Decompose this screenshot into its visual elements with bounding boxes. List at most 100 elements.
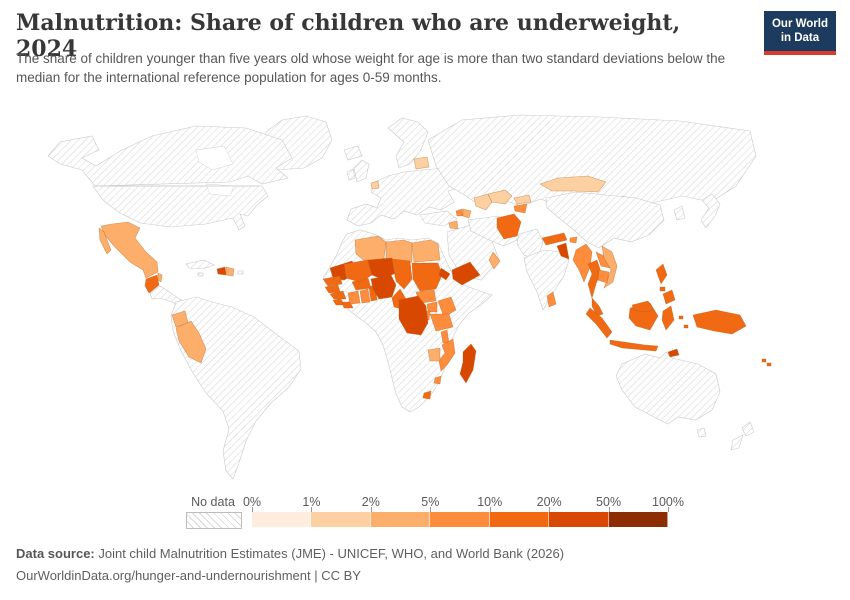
country-sri-lanka[interactable]: [546, 291, 557, 308]
region-jamaica-no-data[interactable]: [197, 272, 204, 277]
country-malaysia-borneo[interactable]: [631, 300, 655, 313]
region-usa-no-data[interactable]: [92, 185, 269, 231]
chart-subtitle: The share of children younger than five …: [16, 51, 726, 85]
legend-bin-swatch[interactable]: [430, 512, 490, 527]
footer-link-line: OurWorldinData.org/hunger-and-undernouri…: [16, 568, 361, 583]
country-algeria[interactable]: [354, 235, 387, 266]
country-indonesia-moluccas-2[interactable]: [683, 324, 689, 329]
country-guatemala[interactable]: [144, 274, 160, 294]
region-australia-no-data[interactable]: [615, 351, 721, 425]
country-zimbabwe[interactable]: [427, 347, 441, 362]
region-russia-north-asia-no-data[interactable]: [427, 114, 757, 207]
country-vietnam[interactable]: [601, 245, 618, 289]
country-philippines-visayas[interactable]: [659, 286, 666, 292]
country-kenya[interactable]: [437, 296, 457, 318]
region-canada-alaska-no-data[interactable]: [47, 125, 293, 187]
country-syria[interactable]: [448, 220, 459, 230]
legend-bin-swatch[interactable]: [549, 512, 609, 527]
region-iceland-no-data[interactable]: [343, 145, 363, 161]
country-belize[interactable]: [157, 272, 163, 283]
country-indonesia-moluccas[interactable]: [678, 315, 684, 320]
region-south-america-no-data[interactable]: [170, 296, 302, 480]
country-yemen[interactable]: [451, 261, 481, 286]
region-cuba-no-data[interactable]: [185, 259, 215, 270]
legend-tick-labels: 0% 1% 2% 5% 10% 20% 50% 100%: [243, 495, 684, 509]
country-armenia[interactable]: [455, 208, 464, 217]
country-philippines-mindanao[interactable]: [662, 289, 676, 305]
country-fiji-2[interactable]: [766, 362, 772, 367]
country-gambia-guinea-bissau[interactable]: [324, 284, 341, 294]
country-uzbekistan[interactable]: [487, 189, 513, 205]
legend-bin-swatch[interactable]: [370, 512, 431, 527]
country-dominican-republic[interactable]: [225, 266, 235, 277]
country-nepal[interactable]: [541, 232, 568, 246]
country-oman[interactable]: [488, 251, 501, 270]
region-tasmania-no-data[interactable]: [696, 427, 707, 438]
country-eritrea-djibouti[interactable]: [438, 267, 451, 281]
country-mali[interactable]: [343, 259, 373, 283]
legend-bin-swatch[interactable]: [252, 512, 312, 527]
country-mongolia[interactable]: [539, 175, 607, 193]
country-cambodia[interactable]: [597, 269, 610, 284]
legend-no-data-label: No data: [191, 495, 235, 509]
country-guinea[interactable]: [329, 290, 347, 300]
country-sudan[interactable]: [411, 262, 443, 292]
country-azerbaijan[interactable]: [462, 208, 472, 219]
legend-bin-swatch[interactable]: [608, 512, 668, 527]
region-ireland-no-data[interactable]: [346, 168, 356, 181]
country-libya[interactable]: [385, 239, 413, 265]
country-mexico[interactable]: [100, 221, 159, 279]
country-thailand[interactable]: [587, 259, 602, 300]
legend-bin-swatch[interactable]: [489, 512, 550, 527]
country-chad[interactable]: [391, 258, 413, 290]
country-nigeria[interactable]: [370, 274, 397, 300]
country-mozambique[interactable]: [438, 338, 456, 372]
country-drc[interactable]: [398, 295, 429, 336]
country-timor-leste[interactable]: [667, 348, 680, 358]
region-new-zealand-north-no-data[interactable]: [741, 421, 755, 437]
region-united-kingdom-no-data[interactable]: [353, 159, 370, 183]
country-turkmenistan[interactable]: [473, 193, 493, 211]
country-fiji[interactable]: [761, 358, 767, 363]
great-lakes: [205, 183, 235, 197]
legend-bin-swatch[interactable]: [311, 512, 371, 527]
country-peru[interactable]: [175, 320, 207, 364]
owid-logo-line1: Our World: [771, 18, 828, 30]
country-madagascar[interactable]: [459, 343, 477, 384]
country-indonesia-java[interactable]: [609, 339, 659, 352]
country-afghanistan[interactable]: [496, 213, 522, 240]
country-ghana[interactable]: [359, 288, 371, 304]
country-indonesia-sulawesi[interactable]: [661, 305, 675, 331]
region-china-no-data[interactable]: [545, 191, 665, 249]
country-uganda[interactable]: [426, 301, 438, 313]
country-bhutan[interactable]: [569, 236, 578, 244]
country-senegal[interactable]: [322, 275, 343, 287]
country-bangladesh[interactable]: [556, 242, 570, 260]
country-mexico-baja[interactable]: [98, 227, 112, 255]
region-new-zealand-south-no-data[interactable]: [730, 434, 744, 451]
country-new-guinea[interactable]: [692, 309, 747, 335]
legend-no-data-swatch[interactable]: [186, 512, 242, 529]
country-tanzania[interactable]: [429, 313, 454, 332]
country-tajikistan[interactable]: [513, 203, 528, 214]
region-scandinavia-no-data[interactable]: [387, 117, 429, 169]
region-puerto-rico-no-data[interactable]: [237, 270, 244, 275]
country-latvia-lithuania[interactable]: [413, 156, 430, 170]
country-indonesia-sumatra[interactable]: [585, 307, 613, 339]
region-korea-no-data[interactable]: [673, 205, 686, 221]
country-lesotho[interactable]: [422, 390, 432, 400]
country-belgium-netherlands[interactable]: [370, 180, 380, 190]
country-myanmar[interactable]: [572, 243, 593, 283]
country-malaysia-peninsula[interactable]: [591, 297, 604, 317]
owid-logo[interactable]: Our World in Data: [763, 11, 836, 55]
country-egypt[interactable]: [411, 239, 441, 263]
country-haiti[interactable]: [216, 266, 227, 276]
owid-logo-line2: in Data: [780, 32, 820, 45]
country-eswatini[interactable]: [433, 375, 442, 385]
region-india-no-data[interactable]: [523, 249, 570, 311]
region-japan-no-data[interactable]: [700, 193, 721, 229]
country-philippines-luzon[interactable]: [655, 263, 668, 285]
country-cote-divoire[interactable]: [347, 290, 361, 305]
country-kyrgyzstan[interactable]: [513, 194, 532, 205]
